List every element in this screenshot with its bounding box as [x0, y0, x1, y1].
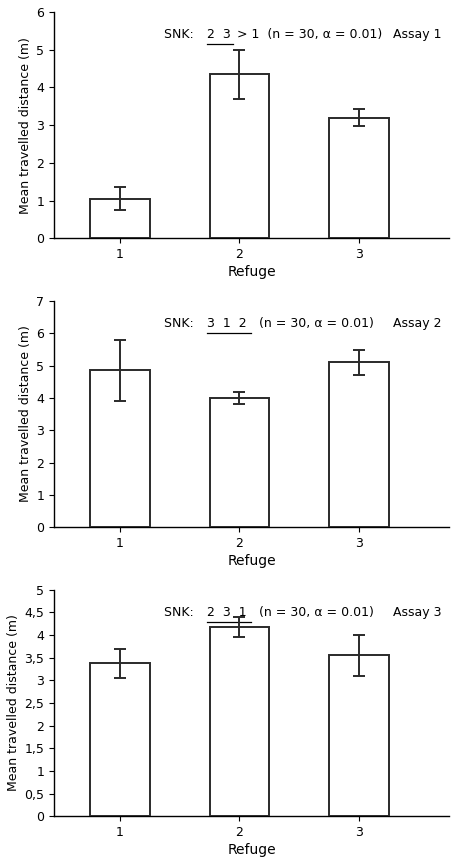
- Y-axis label: Mean travelled distance (m): Mean travelled distance (m): [19, 326, 32, 503]
- Text: (n = 30, α = 0.01): (n = 30, α = 0.01): [250, 317, 373, 330]
- Text: Assay 2: Assay 2: [392, 317, 440, 330]
- Text: SNK:: SNK:: [164, 28, 202, 41]
- Bar: [329, 656, 388, 816]
- X-axis label: Refuge: Refuge: [227, 265, 275, 279]
- Bar: [209, 74, 269, 238]
- Bar: [90, 664, 149, 816]
- Text: SNK:: SNK:: [164, 317, 202, 330]
- Text: (n = 30, α = 0.01): (n = 30, α = 0.01): [250, 606, 373, 619]
- Text: Assay 1: Assay 1: [392, 28, 440, 41]
- Text: 2  3  1: 2 3 1: [206, 606, 246, 619]
- Bar: [329, 362, 388, 527]
- Text: > 1  (n = 30, α = 0.01): > 1 (n = 30, α = 0.01): [233, 28, 382, 41]
- X-axis label: Refuge: Refuge: [227, 843, 275, 857]
- X-axis label: Refuge: Refuge: [227, 554, 275, 569]
- Bar: [90, 371, 149, 527]
- Bar: [90, 199, 149, 238]
- Text: Assay 3: Assay 3: [392, 606, 440, 619]
- Bar: [209, 398, 269, 527]
- Y-axis label: Mean travelled distance (m): Mean travelled distance (m): [19, 36, 32, 213]
- Bar: [209, 627, 269, 816]
- Text: 2  3: 2 3: [206, 28, 230, 41]
- Y-axis label: Mean travelled distance (m): Mean travelled distance (m): [7, 614, 20, 791]
- Text: SNK:: SNK:: [164, 606, 202, 619]
- Bar: [329, 118, 388, 238]
- Text: 3  1  2: 3 1 2: [206, 317, 246, 330]
